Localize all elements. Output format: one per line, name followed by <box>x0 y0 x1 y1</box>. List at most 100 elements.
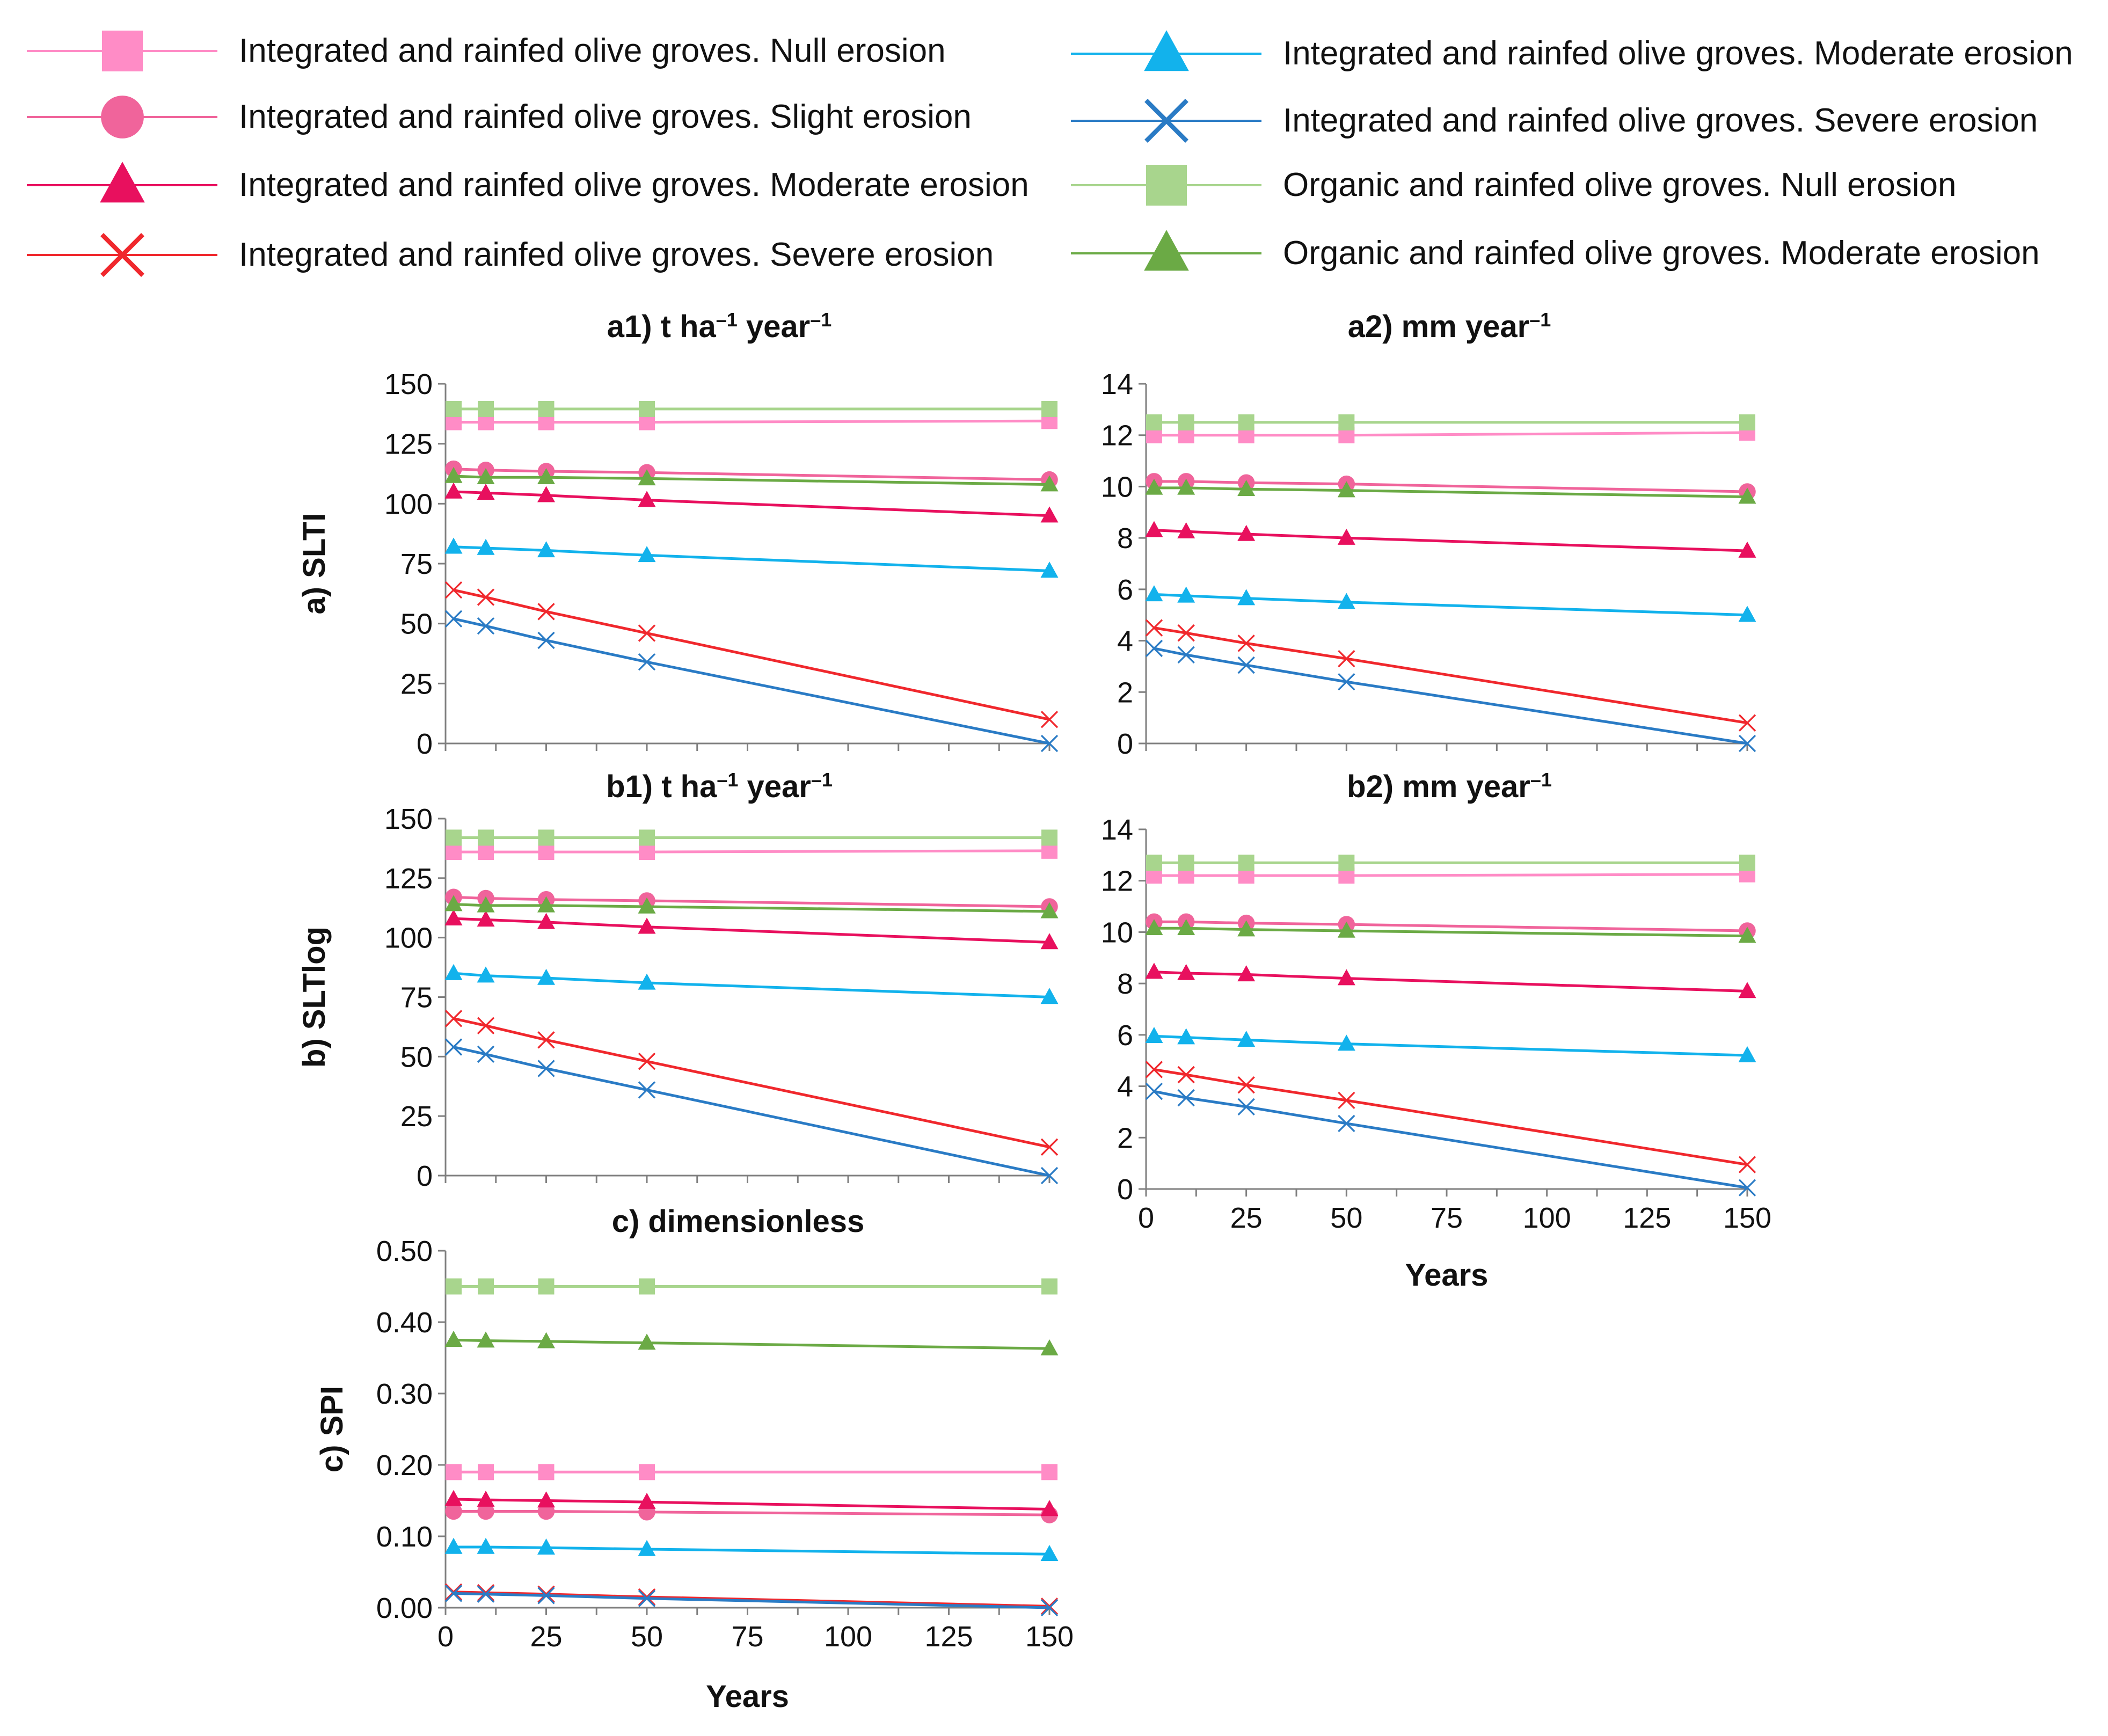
data-point <box>1337 481 1355 498</box>
data-point <box>477 1045 495 1063</box>
y-tick-label: 0 <box>1117 728 1133 760</box>
data-point <box>1177 1028 1195 1045</box>
data-point <box>477 1584 495 1602</box>
data-point <box>478 1278 494 1295</box>
data-point <box>638 1492 656 1509</box>
data-point <box>444 1010 463 1027</box>
series-org_moderate <box>1145 478 1756 504</box>
data-point <box>1145 962 1163 979</box>
series-org_moderate <box>444 466 1059 492</box>
data-point <box>1040 1138 1059 1156</box>
data-point <box>638 897 656 914</box>
data-point <box>639 400 655 417</box>
data-point <box>1177 1066 1195 1084</box>
y-tick-label: 50 <box>400 1041 433 1073</box>
data-point <box>538 400 555 417</box>
data-point <box>1237 634 1255 652</box>
y-tick-label: 25 <box>400 1100 433 1133</box>
data-point <box>477 588 495 606</box>
data-point <box>1177 586 1195 603</box>
series-int_moderate <box>444 482 1059 523</box>
x-tick-label: 125 <box>1623 1202 1671 1234</box>
data-point <box>1237 656 1255 674</box>
data-point <box>638 491 656 507</box>
data-point <box>444 466 463 483</box>
y-axis-label: b) SLTlog <box>297 927 332 1068</box>
legend-entry-int_slight: Integrated and rainfed olive groves. Sli… <box>27 96 972 138</box>
y-tick-label: 100 <box>384 922 433 954</box>
data-point <box>444 895 463 911</box>
data-point <box>537 1060 555 1077</box>
data-point <box>638 1053 656 1070</box>
series-int_severe2 <box>444 1585 1059 1617</box>
data-point <box>1738 714 1756 732</box>
data-point <box>477 468 495 484</box>
data-point <box>538 1278 555 1295</box>
data-point <box>639 829 655 846</box>
data-point <box>444 581 463 599</box>
data-point <box>1738 606 1756 622</box>
data-point <box>1237 1098 1255 1116</box>
data-point <box>537 1587 555 1604</box>
data-point <box>1337 969 1355 986</box>
data-point <box>1177 646 1195 664</box>
data-point <box>477 1017 495 1034</box>
data-point <box>638 973 656 990</box>
x-tick-label: 25 <box>1230 1202 1263 1234</box>
data-point <box>1145 639 1163 658</box>
data-point <box>444 1537 463 1554</box>
data-point <box>444 1490 463 1506</box>
data-point <box>1177 1089 1195 1107</box>
data-point <box>444 537 463 554</box>
panel-title: a2) mm year–1 <box>1348 309 1551 345</box>
data-point <box>1738 927 1756 943</box>
data-point <box>638 624 656 642</box>
series-int_null <box>446 842 1057 860</box>
data-point <box>1337 528 1355 545</box>
data-point <box>537 913 555 929</box>
series-int_null <box>446 413 1057 431</box>
y-axis-label: c) SPI <box>315 1386 349 1472</box>
data-point <box>1177 919 1195 935</box>
panel-a1: a1) t ha–1 year–1 0 25 50 75 100 125 150 a) SLTI <box>297 309 1059 760</box>
series-org_null <box>1146 414 1755 431</box>
series-int_severe <box>1145 619 1756 732</box>
data-point <box>537 541 555 558</box>
legend-marker-x-icon <box>1144 99 1188 143</box>
series-int_moderate2 <box>444 964 1059 1004</box>
y-tick-label: 125 <box>384 428 433 461</box>
x-tick-label: 150 <box>1025 1621 1074 1653</box>
data-point <box>638 917 656 934</box>
legend-label: Integrated and rainfed olive groves. Sev… <box>1283 102 2038 139</box>
panel-title: a1) t ha–1 year–1 <box>607 309 832 345</box>
series-int_severe2 <box>1145 1082 1756 1197</box>
y-tick-label: 14 <box>1101 814 1133 846</box>
x-tick-label: 75 <box>731 1621 763 1653</box>
data-point <box>477 896 495 913</box>
data-point <box>446 1464 462 1480</box>
legend-label: Integrated and rainfed olive groves. Mod… <box>239 166 1029 203</box>
y-tick-label: 75 <box>400 548 433 580</box>
legend-label: Integrated and rainfed olive groves. Sli… <box>239 98 972 135</box>
data-point <box>1040 902 1059 918</box>
data-point <box>1040 1545 1059 1561</box>
legend-label: Integrated and rainfed olive groves. Sev… <box>239 236 994 273</box>
series-int_slight <box>445 1502 1058 1523</box>
data-point <box>1177 624 1195 642</box>
data-point <box>1178 855 1194 871</box>
data-point <box>1338 855 1355 871</box>
y-tick-label: 0 <box>1117 1173 1133 1206</box>
x-axis-label: Years <box>1405 1258 1489 1293</box>
legend-marker-triangle-icon <box>1144 230 1189 271</box>
y-tick-label: 8 <box>1117 522 1133 555</box>
data-point <box>1237 1031 1256 1047</box>
y-tick-label: 10 <box>1101 471 1133 503</box>
data-point <box>1040 561 1059 578</box>
data-point <box>638 1333 656 1350</box>
y-tick-label: 0.10 <box>376 1521 433 1553</box>
panel-title: c) dimensionless <box>612 1204 865 1239</box>
data-point <box>1145 1061 1163 1078</box>
data-point <box>1041 829 1057 846</box>
data-point <box>444 909 463 925</box>
data-point <box>1145 585 1163 602</box>
